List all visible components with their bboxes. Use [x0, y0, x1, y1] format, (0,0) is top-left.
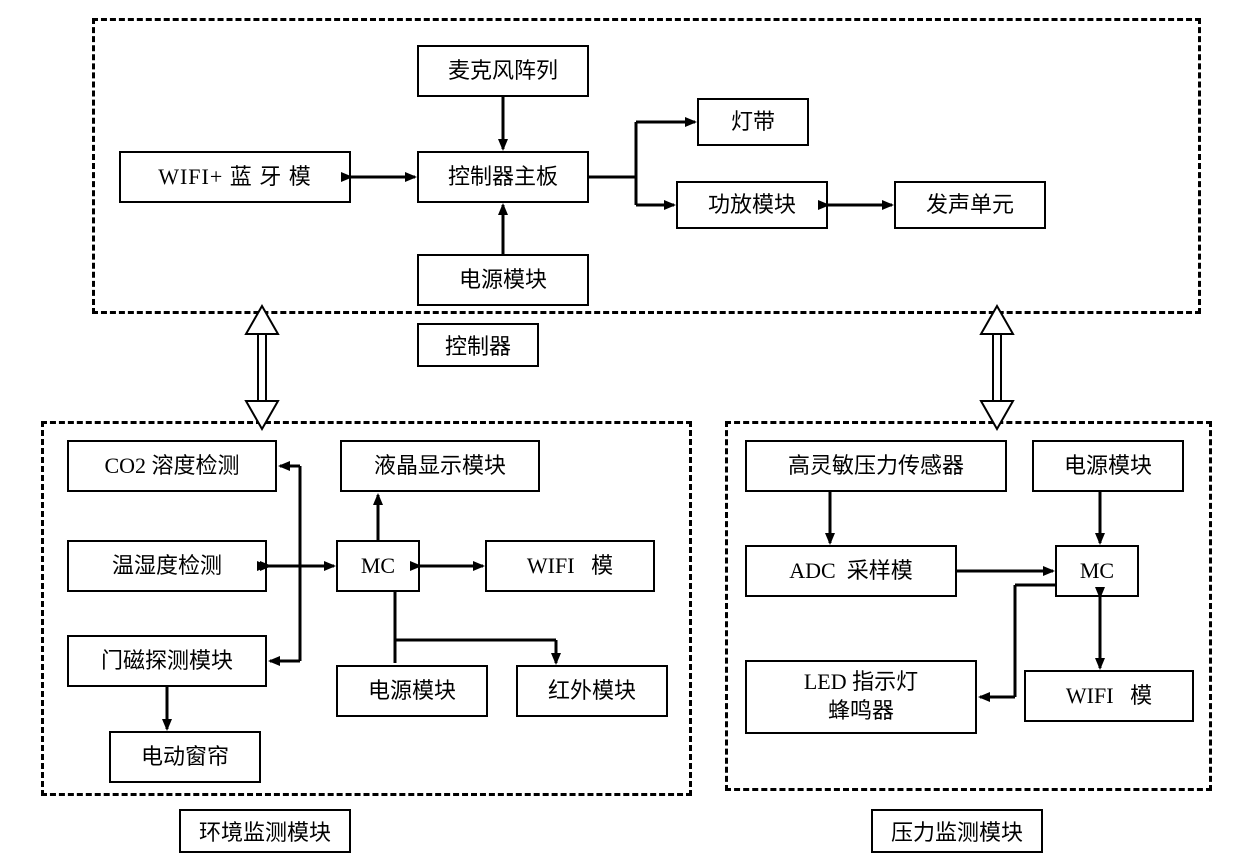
text: 电源模块 [459, 266, 547, 295]
text: 高灵敏压力传感器 [788, 452, 964, 481]
text: 门磁探测模块 [101, 647, 233, 676]
text: 电动窗帘 [141, 743, 229, 772]
node-psu-pressure: 电源模块 [1032, 440, 1184, 492]
node-temp-hum: 温湿度检测 [67, 540, 267, 592]
diagram-canvas: 麦克风阵列 灯带 WIFI+ 蓝 牙 模 控制器主板 功放模块 发声单元 电源模… [0, 0, 1240, 859]
node-wifi-bt: WIFI+ 蓝 牙 模 [119, 151, 351, 203]
text: 发声单元 [926, 191, 1014, 220]
node-door-sensor: 门磁探测模块 [67, 635, 267, 687]
label-pressure: 压力监测模块 [871, 809, 1043, 853]
text: CO2 溶度检测 [104, 452, 239, 481]
label-controller: 控制器 [417, 323, 539, 367]
text: 控制器 [445, 329, 511, 361]
text: 麦克风阵列 [448, 57, 558, 86]
text: 电源模块 [1064, 452, 1152, 481]
text: 控制器主板 [448, 163, 558, 192]
node-psu-controller: 电源模块 [417, 254, 589, 306]
text: 电源模块 [368, 677, 456, 706]
node-co2: CO2 溶度检测 [67, 440, 277, 492]
node-wifi-pressure: WIFI 模 [1024, 670, 1194, 722]
node-ir: 红外模块 [516, 665, 668, 717]
text: WIFI+ 蓝 牙 模 [158, 163, 312, 192]
text: WIFI 模 [527, 552, 613, 581]
node-light-strip: 灯带 [697, 98, 809, 146]
node-led-buzzer: LED 指示灯 蜂鸣器 [745, 660, 977, 734]
text: 灯带 [731, 108, 775, 137]
text: 环境监测模块 [199, 815, 331, 847]
label-env: 环境监测模块 [179, 809, 351, 853]
text: 红外模块 [548, 677, 636, 706]
text: 温湿度检测 [112, 552, 222, 581]
node-controller-mainboard: 控制器主板 [417, 151, 589, 203]
text: 液晶显示模块 [374, 452, 506, 481]
text: 压力监测模块 [891, 815, 1023, 847]
node-adc: ADC 采样模 [745, 545, 957, 597]
node-mc-env: MC [336, 540, 420, 592]
text: 功放模块 [708, 191, 796, 220]
node-curtain: 电动窗帘 [109, 731, 261, 783]
node-wifi-env: WIFI 模 [485, 540, 655, 592]
text: MC [1080, 557, 1114, 586]
node-speaker: 发声单元 [894, 181, 1046, 229]
text: WIFI 模 [1066, 682, 1152, 711]
text: LED 指示灯 蜂鸣器 [804, 668, 918, 725]
node-mic-array: 麦克风阵列 [417, 45, 589, 97]
node-amp: 功放模块 [676, 181, 828, 229]
node-mc-pressure: MC [1055, 545, 1139, 597]
node-lcd: 液晶显示模块 [340, 440, 540, 492]
text: MC [361, 552, 395, 581]
node-pressure-sensor: 高灵敏压力传感器 [745, 440, 1007, 492]
node-psu-env: 电源模块 [336, 665, 488, 717]
text: ADC 采样模 [789, 557, 912, 586]
